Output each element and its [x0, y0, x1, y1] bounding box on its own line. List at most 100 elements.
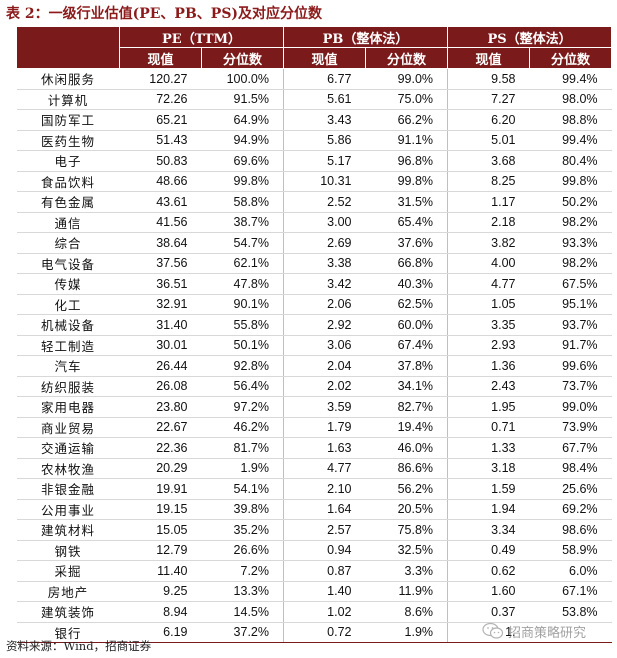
cell-name: 采掘: [16, 560, 120, 582]
cell-pb: 1.02: [283, 601, 366, 623]
cell-ps: 4.77: [447, 273, 530, 295]
cell-pe-pct: 94.9%: [201, 130, 284, 151]
cell-pb: 0.94: [283, 540, 366, 561]
table-row: 家用电器 23.80 97.2% 3.59 82.7% 1.95 99.0%: [16, 396, 612, 418]
cell-pb: 3.59: [283, 396, 366, 418]
cell-ps: 2.93: [447, 335, 530, 356]
cell-ps: 0.37: [447, 601, 530, 623]
cell-name: 化工: [16, 294, 120, 315]
cell-pb-pct: 75.8%: [365, 519, 449, 541]
cell-pe: 22.67: [119, 417, 202, 438]
cell-ps: 1.59: [447, 478, 530, 500]
cell-name: 家用电器: [16, 396, 120, 418]
header-ps-percentile: 分位数: [529, 47, 613, 69]
cell-name: 房地产: [16, 581, 120, 602]
cell-ps: 3.82: [447, 232, 530, 254]
cell-pe-pct: 69.6%: [201, 150, 284, 172]
cell-name: 有色金属: [16, 191, 120, 213]
cell-name: 汽车: [16, 355, 120, 377]
cell-pb-pct: 20.5%: [365, 499, 449, 520]
cell-pe: 31.40: [119, 314, 202, 336]
header-group-ps: PS（整体法）: [447, 26, 613, 48]
cell-name: 建筑装饰: [16, 601, 120, 623]
cell-pb: 4.77: [283, 458, 366, 479]
cell-pe: 48.66: [119, 171, 202, 192]
cell-pb-pct: 67.4%: [365, 335, 449, 356]
cell-pe: 50.83: [119, 150, 202, 172]
cell-pe: 26.08: [119, 376, 202, 397]
table-row: 电气设备 37.56 62.1% 3.38 66.8% 4.00 98.2%: [16, 253, 612, 274]
cell-ps: 1.94: [447, 499, 530, 520]
watermark-text: 招商策略研究: [508, 625, 587, 641]
cell-pb: 2.10: [283, 478, 366, 500]
cell-pb-pct: 66.8%: [365, 253, 449, 274]
header-pb-percentile: 分位数: [364, 47, 449, 69]
watermark: 招商策略研究: [482, 620, 586, 642]
cell-pb-pct: 46.0%: [365, 437, 449, 459]
table-row: 商业贸易 22.67 46.2% 1.79 19.4% 0.71 73.9%: [16, 417, 612, 438]
cell-pe: 43.61: [119, 191, 202, 213]
cell-pb-pct: 60.0%: [365, 314, 449, 336]
header-row-groups: PE（TTM） PB（整体法） PS（整体法）: [16, 26, 613, 69]
cell-ps: 0.62: [447, 560, 530, 582]
cell-pe-pct: 13.3%: [201, 581, 284, 602]
cell-ps-pct: 98.0%: [529, 89, 612, 110]
cell-name: 电气设备: [16, 253, 120, 274]
cell-pe-pct: 62.1%: [201, 253, 284, 274]
cell-pb-pct: 82.7%: [365, 396, 449, 418]
cell-pb: 6.77: [283, 68, 366, 90]
cell-pb-pct: 96.8%: [365, 150, 449, 172]
cell-pe: 41.56: [119, 212, 202, 233]
cell-pb-pct: 37.6%: [365, 232, 449, 254]
table-row: 综合 38.64 54.7% 2.69 37.6% 3.82 93.3%: [16, 232, 612, 254]
cell-ps: 1.95: [447, 396, 530, 418]
table-row: 房地产 9.25 13.3% 1.40 11.9% 1.60 67.1%: [16, 581, 612, 602]
cell-pe: 65.21: [119, 109, 202, 131]
cell-pb: 2.52: [283, 191, 366, 213]
header-pe-current: 现值: [119, 47, 202, 69]
table-row: 通信 41.56 38.7% 3.00 65.4% 2.18 98.2%: [16, 212, 612, 233]
cell-ps: 1.36: [447, 355, 530, 377]
table-row: 有色金属 43.61 58.8% 2.52 31.5% 1.17 50.2%: [16, 191, 612, 213]
table-row: 化工 32.91 90.1% 2.06 62.5% 1.05 95.1%: [16, 294, 612, 315]
cell-pe: 23.80: [119, 396, 202, 418]
cell-name: 公用事业: [16, 499, 120, 520]
cell-name: 休闲服务: [16, 68, 120, 90]
table-row: 建筑装饰 8.94 14.5% 1.02 8.6% 0.37 53.8%: [16, 601, 612, 623]
cell-pe: 72.26: [119, 89, 202, 110]
table-row: 医药生物 51.43 94.9% 5.86 91.1% 5.01 99.4%: [16, 130, 612, 151]
cell-ps-pct: 95.1%: [529, 294, 612, 315]
cell-pe-pct: 64.9%: [201, 109, 284, 131]
cell-pb-pct: 11.9%: [365, 581, 449, 602]
cell-name: 钢铁: [16, 540, 120, 561]
cell-ps-pct: 98.6%: [529, 519, 612, 541]
cell-name: 轻工制造: [16, 335, 120, 356]
cell-name: 非银金融: [16, 478, 120, 500]
cell-ps: 4.00: [447, 253, 530, 274]
cell-ps-pct: 98.2%: [529, 212, 612, 233]
table-row: 非银金融 19.91 54.1% 2.10 56.2% 1.59 25.6%: [16, 478, 612, 500]
cell-pb: 1.40: [283, 581, 366, 602]
cell-pb-pct: 19.4%: [365, 417, 449, 438]
cell-ps: 3.34: [447, 519, 530, 541]
cell-pb: 3.38: [283, 253, 366, 274]
table-row: 采掘 11.40 7.2% 0.87 3.3% 0.62 6.0%: [16, 560, 612, 582]
cell-pb-pct: 8.6%: [365, 601, 449, 623]
cell-ps-pct: 91.7%: [529, 335, 612, 356]
header-pe-percentile: 分位数: [201, 47, 284, 69]
cell-ps-pct: 67.7%: [529, 437, 612, 459]
table-row: 纺织服装 26.08 56.4% 2.02 34.1% 2.43 73.7%: [16, 376, 612, 397]
cell-ps-pct: 99.6%: [529, 355, 612, 377]
cell-ps-pct: 93.7%: [529, 314, 612, 336]
cell-pb-pct: 62.5%: [365, 294, 449, 315]
cell-pe: 12.79: [119, 540, 202, 561]
cell-ps-pct: 67.5%: [529, 273, 612, 295]
cell-ps: 9.58: [447, 68, 530, 90]
cell-pb: 1.64: [283, 499, 366, 520]
cell-pb: 0.87: [283, 560, 366, 582]
cell-ps: 5.01: [447, 130, 530, 151]
cell-pb-pct: 3.3%: [365, 560, 449, 582]
table-row: 国防军工 65.21 64.9% 3.43 66.2% 6.20 98.8%: [16, 109, 612, 131]
cell-pe: 20.29: [119, 458, 202, 479]
cell-ps: 0.71: [447, 417, 530, 438]
